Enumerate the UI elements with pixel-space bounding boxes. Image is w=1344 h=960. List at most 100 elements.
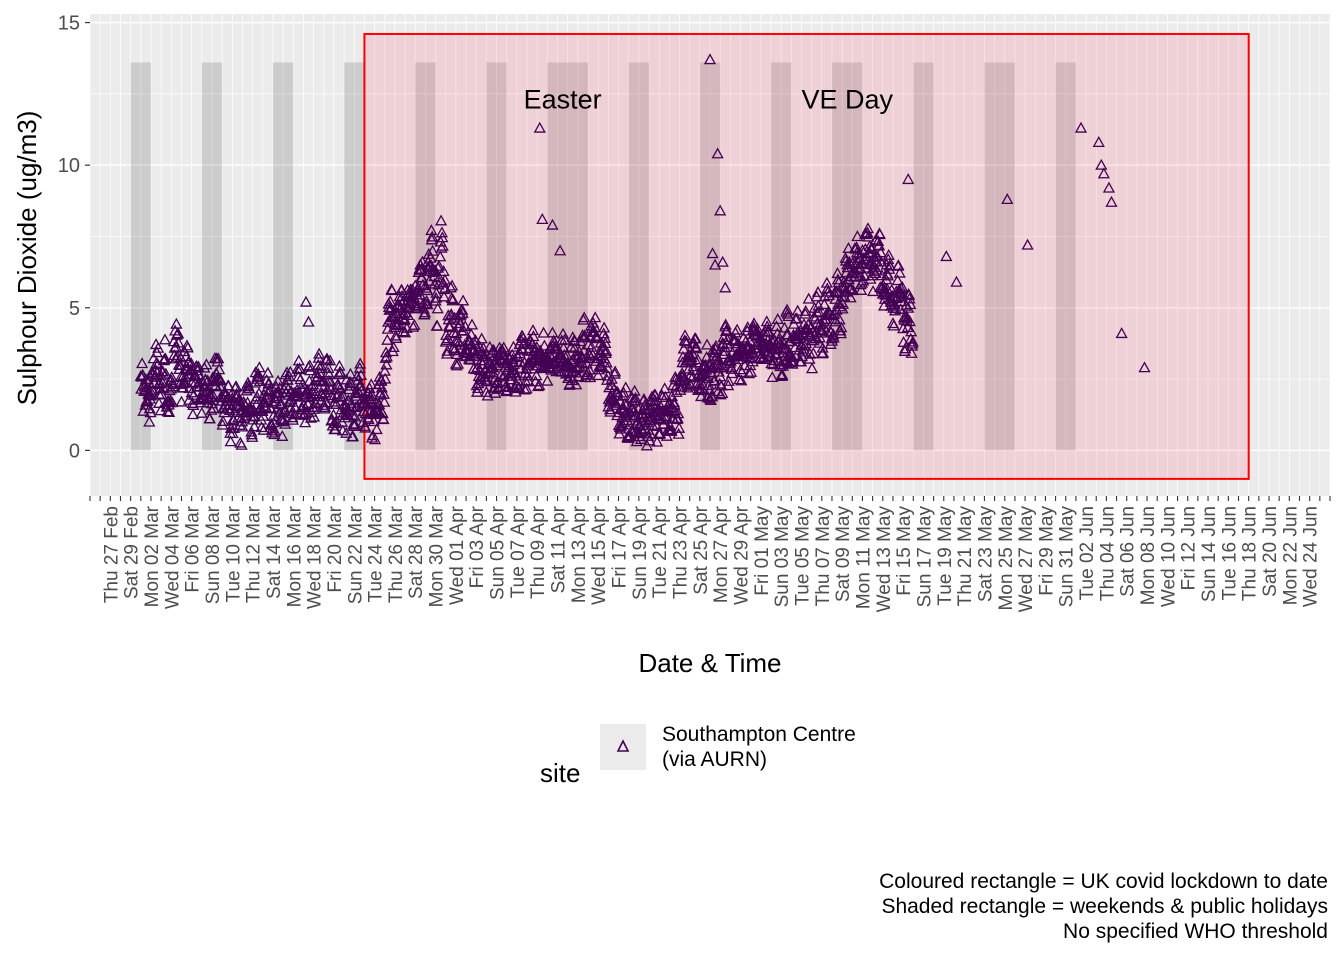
data-point-marker [246, 430, 259, 442]
data-point-marker [157, 381, 170, 393]
data-point-marker [302, 315, 315, 327]
x-tick-label: Sun 31 May [1057, 506, 1078, 608]
data-point-marker [434, 214, 448, 226]
data-point-marker [346, 409, 359, 420]
data-point-marker [649, 388, 662, 400]
data-point-marker [791, 304, 804, 316]
x-tick-label: Thu 27 Feb [101, 506, 122, 603]
data-point-marker [351, 370, 364, 382]
data-point-marker [451, 357, 465, 369]
data-points [134, 53, 1151, 451]
data-point-marker [703, 53, 717, 65]
data-point-marker [725, 367, 739, 379]
data-point-marker [348, 417, 361, 429]
data-point-marker [893, 283, 906, 295]
data-point-marker [504, 373, 517, 385]
data-point-marker [143, 415, 156, 427]
x-tick-label: Wed 24 Jun [1301, 506, 1322, 607]
data-point-marker [782, 310, 795, 322]
weekend-shade-rect [628, 62, 650, 451]
data-point-marker [301, 398, 315, 410]
data-point-marker [794, 355, 808, 367]
x-tick-label: Fri 20 Mar [325, 505, 346, 592]
x-tick-label: Thu 26 Mar [386, 505, 407, 603]
data-point-marker [714, 204, 727, 216]
data-point-marker [354, 357, 367, 369]
data-point-marker [245, 425, 258, 437]
data-point-marker [203, 412, 216, 424]
x-tick-label: Sun 14 Jun [1199, 506, 1220, 602]
data-point-marker [1095, 158, 1108, 170]
lockdown-rect [363, 32, 1250, 480]
data-point-marker [657, 417, 670, 429]
data-point-marker [883, 262, 896, 274]
y-tick-label: 5 [69, 298, 80, 320]
data-point-marker [811, 285, 825, 297]
data-point-marker [426, 230, 439, 242]
data-point-marker [340, 426, 353, 438]
weekend-shade-rect [913, 62, 934, 451]
data-point-marker [446, 293, 460, 305]
data-point-marker [822, 285, 835, 297]
data-point-marker [522, 374, 535, 386]
data-point-marker [1105, 195, 1118, 207]
data-point-marker [350, 387, 363, 399]
data-point-marker [429, 294, 442, 306]
data-point-marker [232, 393, 245, 405]
data-point-marker [530, 369, 543, 381]
data-point-marker [882, 248, 895, 260]
data-point-marker [501, 380, 514, 392]
data-point-marker [883, 259, 897, 271]
data-point-marker [370, 423, 383, 435]
data-point-marker [790, 312, 803, 324]
data-point-marker [289, 401, 302, 413]
data-point-marker [497, 349, 510, 361]
data-point-marker [471, 361, 484, 373]
data-point-marker [474, 373, 487, 385]
data-point-marker [382, 301, 396, 313]
x-tick-label: Wed 01 Apr [447, 505, 468, 605]
data-point-marker [816, 346, 830, 358]
data-point-marker [690, 356, 703, 368]
data-point-marker [872, 234, 885, 246]
data-point-marker [481, 373, 494, 385]
data-point-marker [465, 328, 478, 340]
data-point-marker [820, 276, 833, 288]
data-point-marker [377, 413, 390, 425]
data-point-marker [842, 273, 856, 285]
data-point-marker [844, 291, 857, 303]
annotations: Easter VE Day [524, 85, 894, 115]
data-point-marker [805, 362, 819, 374]
data-point-marker [797, 342, 810, 354]
data-point-marker [252, 367, 265, 379]
data-point-marker [329, 415, 343, 427]
data-point-marker [387, 341, 400, 353]
data-point-marker [851, 230, 864, 242]
data-point-marker [614, 422, 627, 434]
data-point-marker [725, 362, 738, 374]
data-point-marker [589, 311, 602, 323]
data-point-marker [833, 313, 846, 325]
data-point-marker [432, 259, 446, 271]
data-point-marker [760, 315, 773, 327]
x-tick-label: Thu 12 Mar [244, 505, 265, 603]
data-point-marker [453, 317, 466, 329]
data-point-marker [222, 379, 235, 391]
data-point-marker [216, 414, 230, 426]
data-point-marker [436, 239, 449, 251]
data-point-marker [570, 378, 583, 390]
data-point-marker [153, 388, 166, 400]
data-point-marker [213, 380, 227, 392]
data-point-marker [834, 324, 847, 336]
data-point-marker [244, 403, 257, 415]
data-point-marker [526, 324, 540, 336]
data-point-marker [437, 290, 451, 302]
data-point-marker [538, 339, 551, 351]
weekend-shade-rect [272, 62, 294, 451]
data-point-marker [307, 410, 321, 422]
data-point-marker [243, 382, 256, 394]
data-point-marker [711, 147, 724, 159]
data-point-marker [332, 380, 345, 392]
x-tick-label: Sat 28 Mar [406, 505, 427, 599]
data-point-marker [899, 299, 913, 311]
